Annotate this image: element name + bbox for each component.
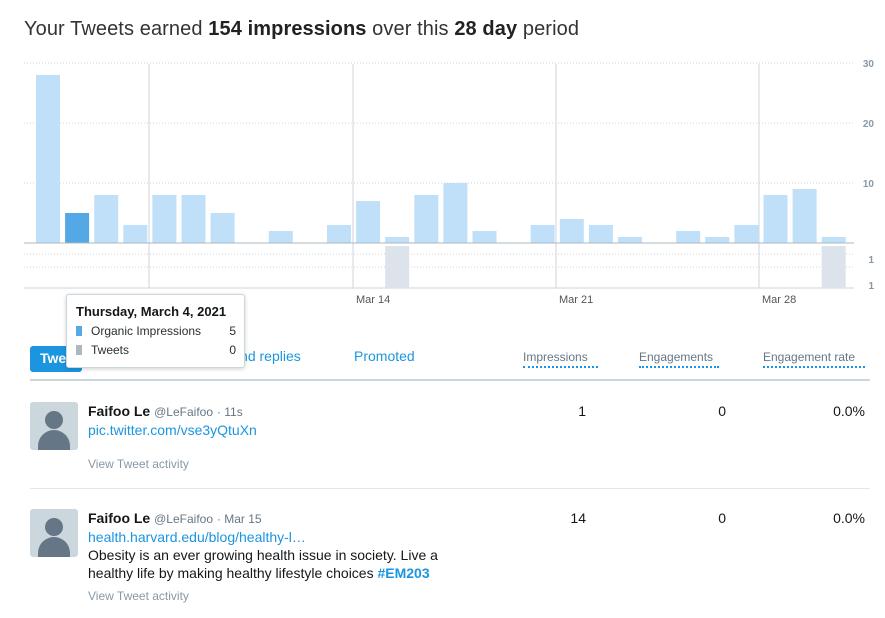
y-tick-label: 20 xyxy=(863,119,875,130)
impressions-bar xyxy=(94,195,119,243)
tweet-row[interactable]: Faifoo Le @LeFaifoo · 11s pic.twitter.co… xyxy=(30,402,870,482)
tweets-swatch xyxy=(76,345,82,355)
impressions-bar xyxy=(618,237,642,243)
impressions-bar xyxy=(763,195,788,243)
impressions-bar xyxy=(676,231,701,243)
tab-promoted[interactable]: Promoted xyxy=(354,348,415,364)
impressions-bar xyxy=(588,225,613,243)
impressions-count: 154 impressions xyxy=(208,18,367,40)
tweet-engagements: 0 xyxy=(718,403,726,419)
impressions-bar xyxy=(530,225,555,243)
tweet-engagements: 0 xyxy=(718,510,726,526)
tweet-link[interactable]: pic.twitter.com/vse3yQtuXn xyxy=(88,422,257,438)
impressions-bar xyxy=(705,237,730,243)
impressions-bar xyxy=(385,237,410,243)
impressions-bar xyxy=(65,213,90,243)
impressions-chart[interactable]: 30 20 10 1 1 Mar 14 Mar 21 Mar 28 xyxy=(24,59,880,312)
y-tick-label: 10 xyxy=(863,179,875,190)
tweet-engagement-rate: 0.0% xyxy=(833,403,865,419)
page-title: Your Tweets earned 154 impressions over … xyxy=(24,18,580,40)
tooltip-date: Thursday, March 4, 2021 xyxy=(76,304,227,319)
x-tick-label: Mar 21 xyxy=(559,294,593,306)
tweet-time[interactable]: · Mar 15 xyxy=(216,512,262,526)
impressions-bar xyxy=(210,213,235,243)
engagement-rate-column-header[interactable]: Engagement rate xyxy=(763,350,865,368)
impressions-bar xyxy=(268,231,293,243)
view-tweet-activity-link[interactable]: View Tweet activity xyxy=(88,457,189,471)
tweet-row[interactable]: Faifoo Le @LeFaifoo · Mar 15 health.harv… xyxy=(30,509,870,609)
impressions-bar xyxy=(356,201,381,243)
chart-tooltip: Thursday, March 4, 2021 Organic Impressi… xyxy=(66,294,245,368)
tooltip-label: Organic Impressions xyxy=(91,324,202,338)
avatar[interactable] xyxy=(30,509,78,557)
tweets-bar xyxy=(385,246,410,288)
x-tick-label: Mar 14 xyxy=(356,294,390,306)
impressions-bar xyxy=(443,183,468,243)
x-tick-label: Mar 28 xyxy=(762,294,796,306)
y-tick-label: 30 xyxy=(863,59,875,70)
tweet-impressions: 1 xyxy=(578,403,586,419)
impressions-bar xyxy=(734,225,759,243)
impressions-bar xyxy=(792,189,817,243)
impressions-bar xyxy=(327,225,351,243)
tooltip-value: 0 xyxy=(229,343,236,357)
tweets-bar xyxy=(821,246,846,288)
tooltip-row-impressions: Organic Impressions 5 xyxy=(76,324,236,338)
tooltip-value: 5 xyxy=(229,324,236,338)
tweet-text: Obesity is an ever growing health issue … xyxy=(88,547,438,581)
author-name[interactable]: Faifoo Le xyxy=(88,510,151,526)
avatar[interactable] xyxy=(30,402,78,450)
impressions-bar xyxy=(559,219,584,243)
tweet-impressions: 14 xyxy=(570,510,586,526)
impressions-bar xyxy=(472,231,497,243)
tweet-author: Faifoo Le @LeFaifoo · Mar 15 xyxy=(88,510,262,526)
impressions-bar xyxy=(821,237,846,243)
impressions-chart-svg[interactable]: 30 20 10 1 1 Mar 14 Mar 21 Mar 28 xyxy=(24,59,880,312)
impressions-bar xyxy=(181,195,206,243)
period-length: 28 day xyxy=(454,18,518,40)
tooltip-label: Tweets xyxy=(91,343,130,357)
impressions-bar xyxy=(152,195,177,243)
author-name[interactable]: Faifoo Le xyxy=(88,403,151,419)
tweet-author: Faifoo Le @LeFaifoo · 11s xyxy=(88,403,243,419)
row-divider xyxy=(30,488,870,489)
tweet-time[interactable]: · 11s xyxy=(216,405,243,419)
view-tweet-activity-link[interactable]: View Tweet activity xyxy=(88,589,189,603)
tooltip-row-tweets: Tweets 0 xyxy=(76,343,236,357)
y2-tick-label: 1 xyxy=(868,255,874,266)
tweet-link[interactable]: health.harvard.edu/blog/healthy-l… xyxy=(88,529,306,545)
impressions-column-header[interactable]: Impressions xyxy=(523,350,598,368)
impressions-swatch xyxy=(76,326,82,336)
hashtag-link[interactable]: #EM203 xyxy=(377,565,430,581)
y2-tick-label: 1 xyxy=(868,281,874,292)
impressions-bar xyxy=(36,75,60,243)
author-handle[interactable]: @LeFaifoo xyxy=(154,405,214,419)
impressions-bar xyxy=(414,195,439,243)
engagements-column-header[interactable]: Engagements xyxy=(639,350,719,368)
tweet-engagement-rate: 0.0% xyxy=(833,510,865,526)
author-handle[interactable]: @LeFaifoo xyxy=(154,512,214,526)
impressions-bar xyxy=(123,225,148,243)
